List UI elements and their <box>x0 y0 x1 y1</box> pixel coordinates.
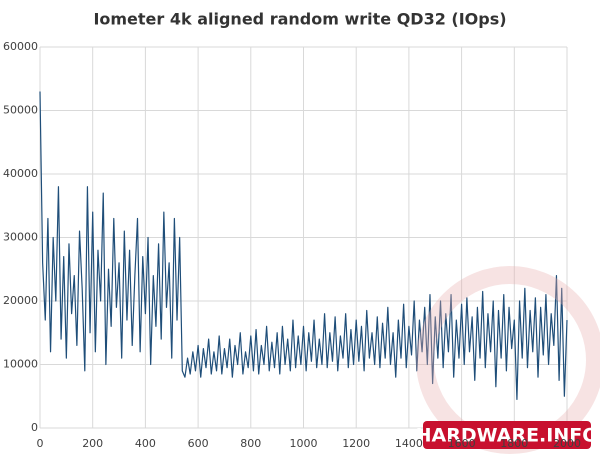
y-tick-label: 20000 <box>3 294 38 307</box>
y-tick-label: 40000 <box>3 167 38 180</box>
x-tick-label: 1000 <box>290 437 318 450</box>
watermark: HARDWARE.INFO <box>416 266 600 454</box>
y-tick-label: 30000 <box>3 231 38 244</box>
x-tick-label: 2000 <box>553 437 581 450</box>
data-line <box>39 91 568 401</box>
x-tick-label: 600 <box>188 437 209 450</box>
y-tick-label: 10000 <box>3 358 38 371</box>
x-tick-label: 1400 <box>395 437 423 450</box>
x-tick-label: 200 <box>82 437 103 450</box>
x-tick-label: 1600 <box>448 437 476 450</box>
chart-title: Iometer 4k aligned random write QD32 (IO… <box>93 10 506 29</box>
x-tick-label: 0 <box>37 437 44 450</box>
watermark-text: HARDWARE.INFO <box>416 425 599 447</box>
x-tick-label: 400 <box>135 437 156 450</box>
x-tick-label: 1800 <box>500 437 528 450</box>
x-tick-label: 1200 <box>342 437 370 450</box>
y-tick-label: 0 <box>31 421 38 434</box>
y-tick-label: 50000 <box>3 104 38 117</box>
x-tick-label: 800 <box>240 437 261 450</box>
y-tick-label: 60000 <box>3 40 38 53</box>
